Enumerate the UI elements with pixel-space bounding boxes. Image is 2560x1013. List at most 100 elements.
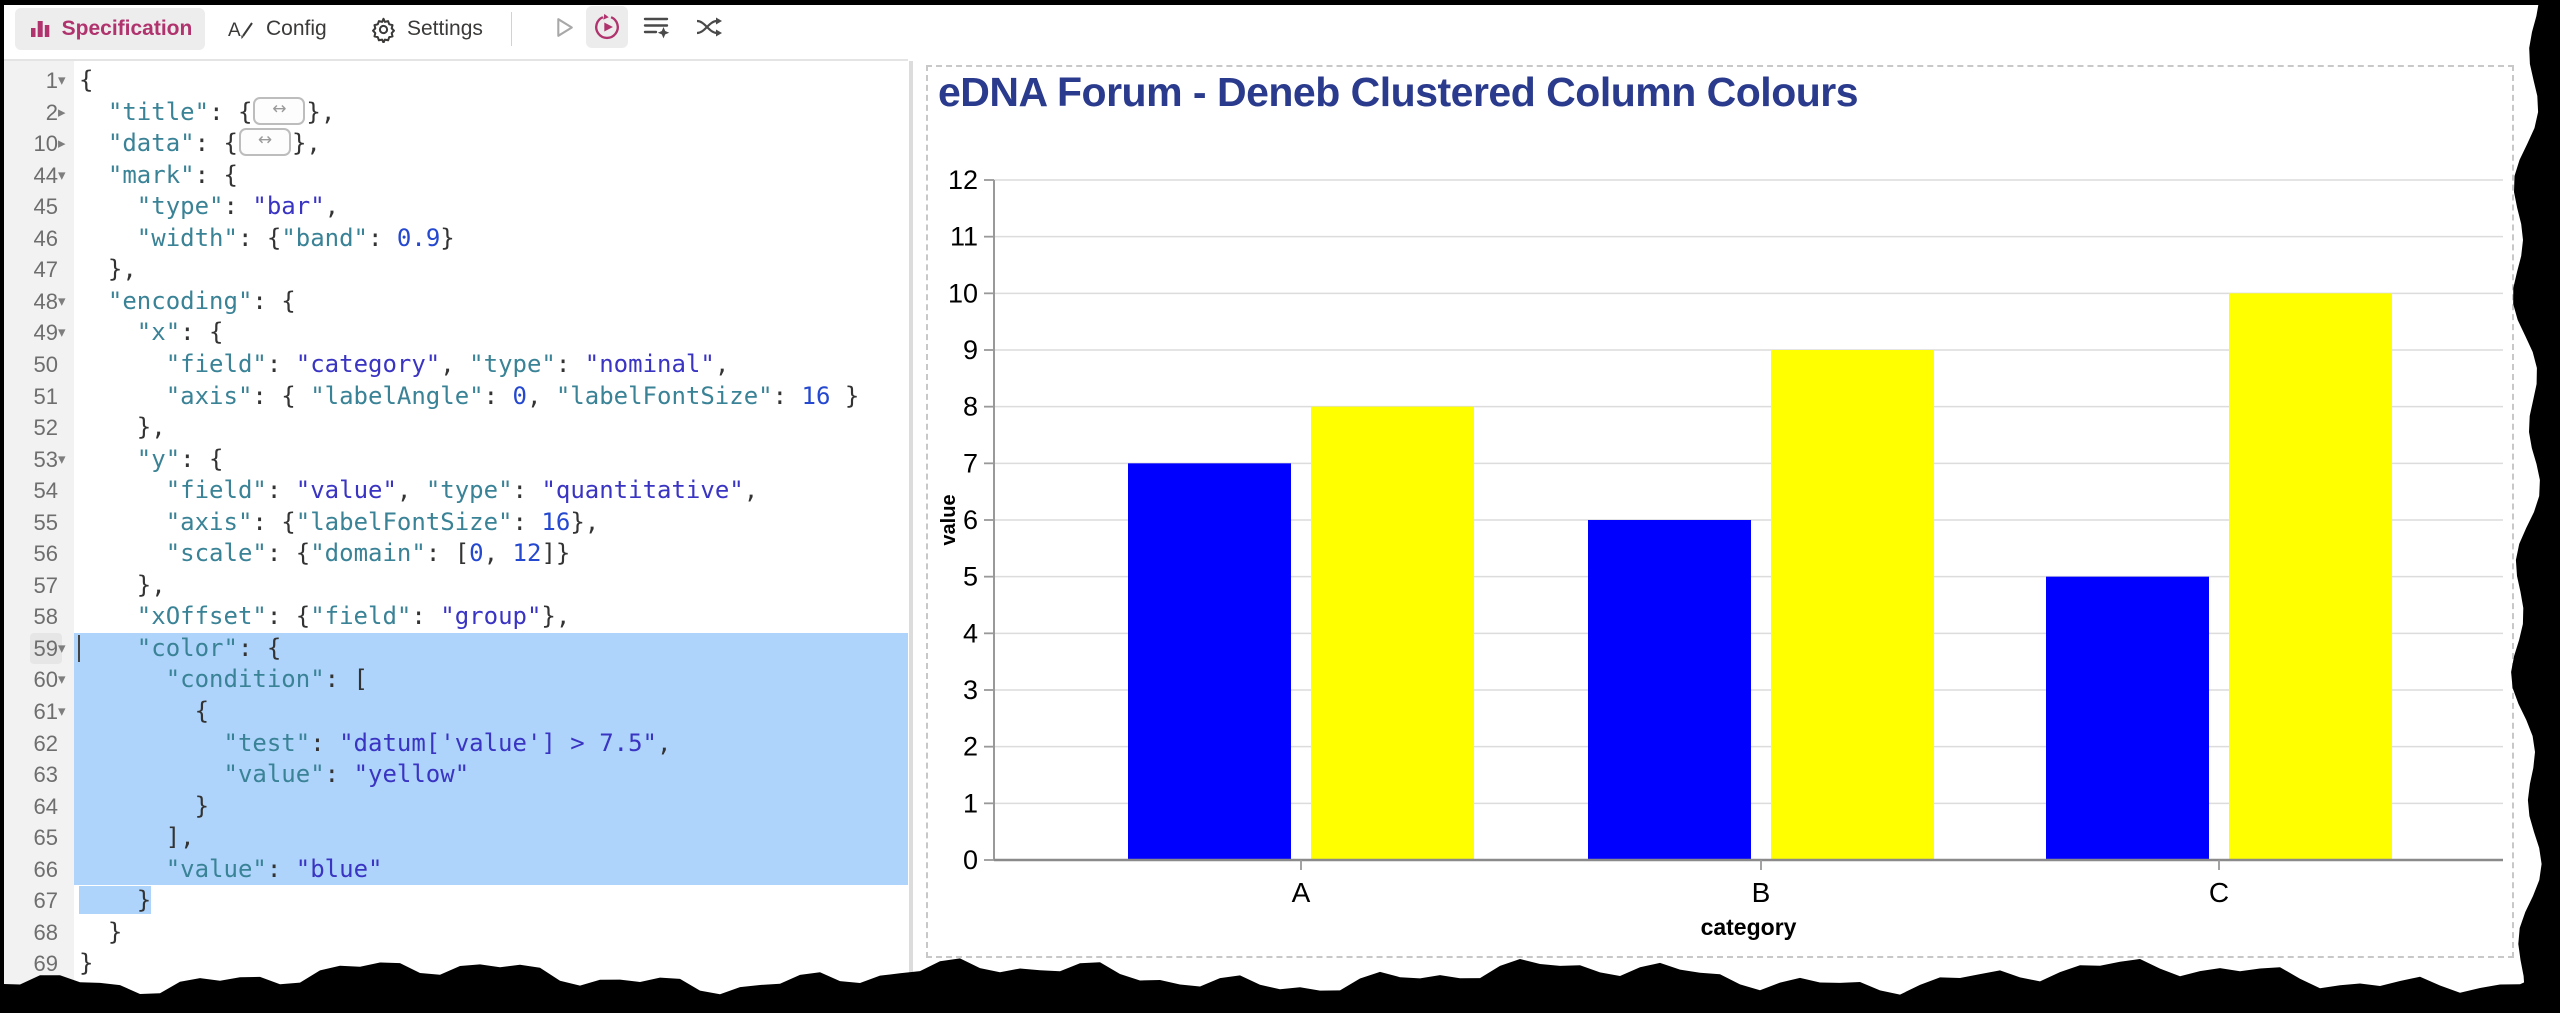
code-text[interactable]: "axis": {"labelFontSize": 16}, bbox=[74, 507, 908, 539]
code-line-69[interactable]: 69} bbox=[4, 948, 908, 980]
fold-open-icon[interactable]: ▾ bbox=[58, 671, 66, 689]
code-text[interactable]: "field": "value", "type": "quantitative"… bbox=[74, 475, 908, 507]
code-line-67[interactable]: 67 } bbox=[4, 885, 908, 917]
code-text[interactable]: "axis": { "labelAngle": 0, "labelFontSiz… bbox=[74, 381, 908, 413]
collapsed-region-badge[interactable]: ↔ bbox=[253, 96, 306, 125]
code-line-52[interactable]: 52 }, bbox=[4, 412, 908, 444]
code-text[interactable]: "encoding": { bbox=[74, 286, 908, 318]
map-fields-button[interactable] bbox=[688, 6, 730, 48]
code-text[interactable]: "y": { bbox=[74, 444, 908, 476]
code-line-48[interactable]: 48 ▾ "encoding": { bbox=[4, 286, 908, 318]
fold-open-icon[interactable]: ▾ bbox=[58, 292, 66, 310]
code-text[interactable]: "type": "bar", bbox=[74, 191, 908, 223]
line-number: 63 bbox=[33, 762, 58, 788]
code-text[interactable]: { bbox=[74, 696, 908, 728]
code-text[interactable]: "xOffset": {"field": "group"}, bbox=[74, 601, 908, 633]
fold-open-icon[interactable]: ▾ bbox=[58, 450, 66, 468]
bar-C-blue[interactable] bbox=[2046, 576, 2209, 860]
code-line-59[interactable]: 59 ▾ "color": { bbox=[4, 632, 908, 665]
toolbar-divider bbox=[511, 12, 512, 46]
code-line-58[interactable]: 58 "xOffset": {"field": "group"}, bbox=[4, 601, 908, 633]
code-line-68[interactable]: 68 } bbox=[4, 917, 908, 949]
token bbox=[79, 855, 166, 883]
code-text[interactable]: } bbox=[74, 948, 908, 980]
y-tick-label: 7 bbox=[963, 448, 978, 478]
code-line-44[interactable]: 44 ▾ "mark": { bbox=[4, 160, 908, 192]
code-text[interactable]: "x": { bbox=[74, 317, 908, 349]
code-line-47[interactable]: 47 }, bbox=[4, 254, 908, 286]
code-line-60[interactable]: 60 ▾ "condition": [ bbox=[4, 664, 908, 696]
gutter-cell: 67 bbox=[4, 885, 74, 917]
fold-open-icon[interactable]: ▾ bbox=[58, 703, 66, 720]
code-line-55[interactable]: 55 "axis": {"labelFontSize": 16}, bbox=[4, 507, 908, 539]
code-line-51[interactable]: 51 "axis": { "labelAngle": 0, "labelFont… bbox=[4, 381, 908, 413]
bar-A-blue[interactable] bbox=[1128, 463, 1291, 860]
code-line-49[interactable]: 49 ▾ "x": { bbox=[4, 317, 908, 349]
code-text[interactable]: }, bbox=[74, 254, 908, 286]
code-text[interactable]: "color": { bbox=[74, 632, 908, 665]
code-text[interactable]: "title": {↔}, bbox=[74, 96, 908, 129]
token bbox=[79, 476, 166, 504]
token: "x" bbox=[136, 318, 181, 347]
code-text[interactable]: "value": "blue" bbox=[74, 853, 908, 886]
code-line-10[interactable]: 10 ▸ "data": {↔}, bbox=[4, 128, 908, 160]
code-line-65[interactable]: 65 ], bbox=[4, 822, 908, 854]
fold-closed-icon[interactable]: ▸ bbox=[58, 135, 66, 153]
code-text[interactable]: "scale": {"domain": [0, 12]} bbox=[74, 538, 908, 570]
format-spec-button[interactable] bbox=[636, 6, 678, 48]
code-line-54[interactable]: 54 "field": "value", "type": "quantitati… bbox=[4, 475, 908, 507]
code-text[interactable]: "value": "yellow" bbox=[74, 759, 908, 791]
code-line-56[interactable]: 56 "scale": {"domain": [0, 12]} bbox=[4, 538, 908, 570]
code-line-62[interactable]: 62 "test": "datum['value'] > 7.5", bbox=[4, 727, 908, 760]
collapsed-region-badge[interactable]: ↔ bbox=[238, 128, 291, 157]
fold-closed-icon[interactable]: ▸ bbox=[58, 103, 66, 121]
code-text[interactable]: "mark": { bbox=[74, 160, 908, 192]
code-line-66[interactable]: 66 "value": "blue" bbox=[4, 853, 908, 886]
code-text[interactable]: }, bbox=[74, 412, 908, 444]
bar-A-yellow[interactable] bbox=[1311, 406, 1474, 860]
fold-open-icon[interactable]: ▾ bbox=[58, 166, 66, 184]
svg-text:A: A bbox=[228, 20, 241, 41]
fold-open-icon[interactable]: ▾ bbox=[58, 324, 66, 342]
spec-json-editor[interactable]: 1 ▾{2 ▸ "title": {↔}, 10 ▸ "data": {↔}, 44 ▾ "… bbox=[4, 61, 908, 1013]
code-text[interactable]: } bbox=[74, 790, 908, 823]
code-text[interactable]: } bbox=[74, 885, 908, 917]
code-text[interactable]: { bbox=[74, 65, 908, 97]
selected-text: } bbox=[79, 886, 152, 915]
token: , bbox=[440, 349, 470, 378]
code-text[interactable]: "data": {↔}, bbox=[74, 128, 908, 160]
code-line-2[interactable]: 2 ▸ "title": {↔}, bbox=[4, 96, 908, 129]
token: } bbox=[440, 223, 455, 252]
token: : bbox=[411, 602, 441, 631]
code-line-46[interactable]: 46 "width": {"band": 0.9} bbox=[4, 223, 908, 255]
code-text[interactable]: } bbox=[74, 917, 908, 949]
bar-B-yellow[interactable] bbox=[1771, 350, 1934, 860]
code-line-63[interactable]: 63 "value": "yellow" bbox=[4, 759, 908, 791]
run-button[interactable] bbox=[542, 6, 584, 48]
token: 16 bbox=[801, 381, 831, 410]
code-line-50[interactable]: 50 "field": "category", "type": "nominal… bbox=[4, 349, 908, 381]
tab-settings[interactable]: Settings bbox=[364, 8, 489, 50]
code-line-61[interactable]: 61 ▾ { bbox=[4, 696, 908, 728]
code-text[interactable]: }, bbox=[74, 570, 908, 602]
code-text[interactable]: ], bbox=[74, 822, 908, 854]
code-line-45[interactable]: 45 "type": "bar", bbox=[4, 191, 908, 223]
tab-config[interactable]: A Config bbox=[222, 8, 333, 50]
code-line-64[interactable]: 64 } bbox=[4, 790, 908, 823]
code-text[interactable]: "field": "category", "type": "nominal", bbox=[74, 349, 908, 381]
gutter-cell: 44 ▾ bbox=[4, 160, 74, 192]
fold-open-icon[interactable]: ▾ bbox=[58, 639, 66, 657]
code-text[interactable]: "test": "datum['value'] > 7.5", bbox=[74, 727, 908, 760]
fold-open-icon[interactable]: ▾ bbox=[58, 72, 66, 89]
code-line-57[interactable]: 57 }, bbox=[4, 570, 908, 602]
bar-B-blue[interactable] bbox=[1588, 520, 1751, 860]
auto-apply-button[interactable] bbox=[586, 6, 628, 48]
panel-splitter[interactable] bbox=[909, 61, 913, 1013]
code-line-53[interactable]: 53 ▾ "y": { bbox=[4, 444, 908, 476]
code-text[interactable]: "width": {"band": 0.9} bbox=[74, 223, 908, 255]
code-line-1[interactable]: 1 ▾{ bbox=[4, 65, 908, 97]
bar-C-yellow[interactable] bbox=[2229, 293, 2392, 860]
code-text[interactable]: "condition": [ bbox=[74, 664, 908, 696]
tab-specification[interactable]: Specification bbox=[15, 8, 205, 50]
gutter-cell: 59 ▾ bbox=[4, 632, 74, 665]
